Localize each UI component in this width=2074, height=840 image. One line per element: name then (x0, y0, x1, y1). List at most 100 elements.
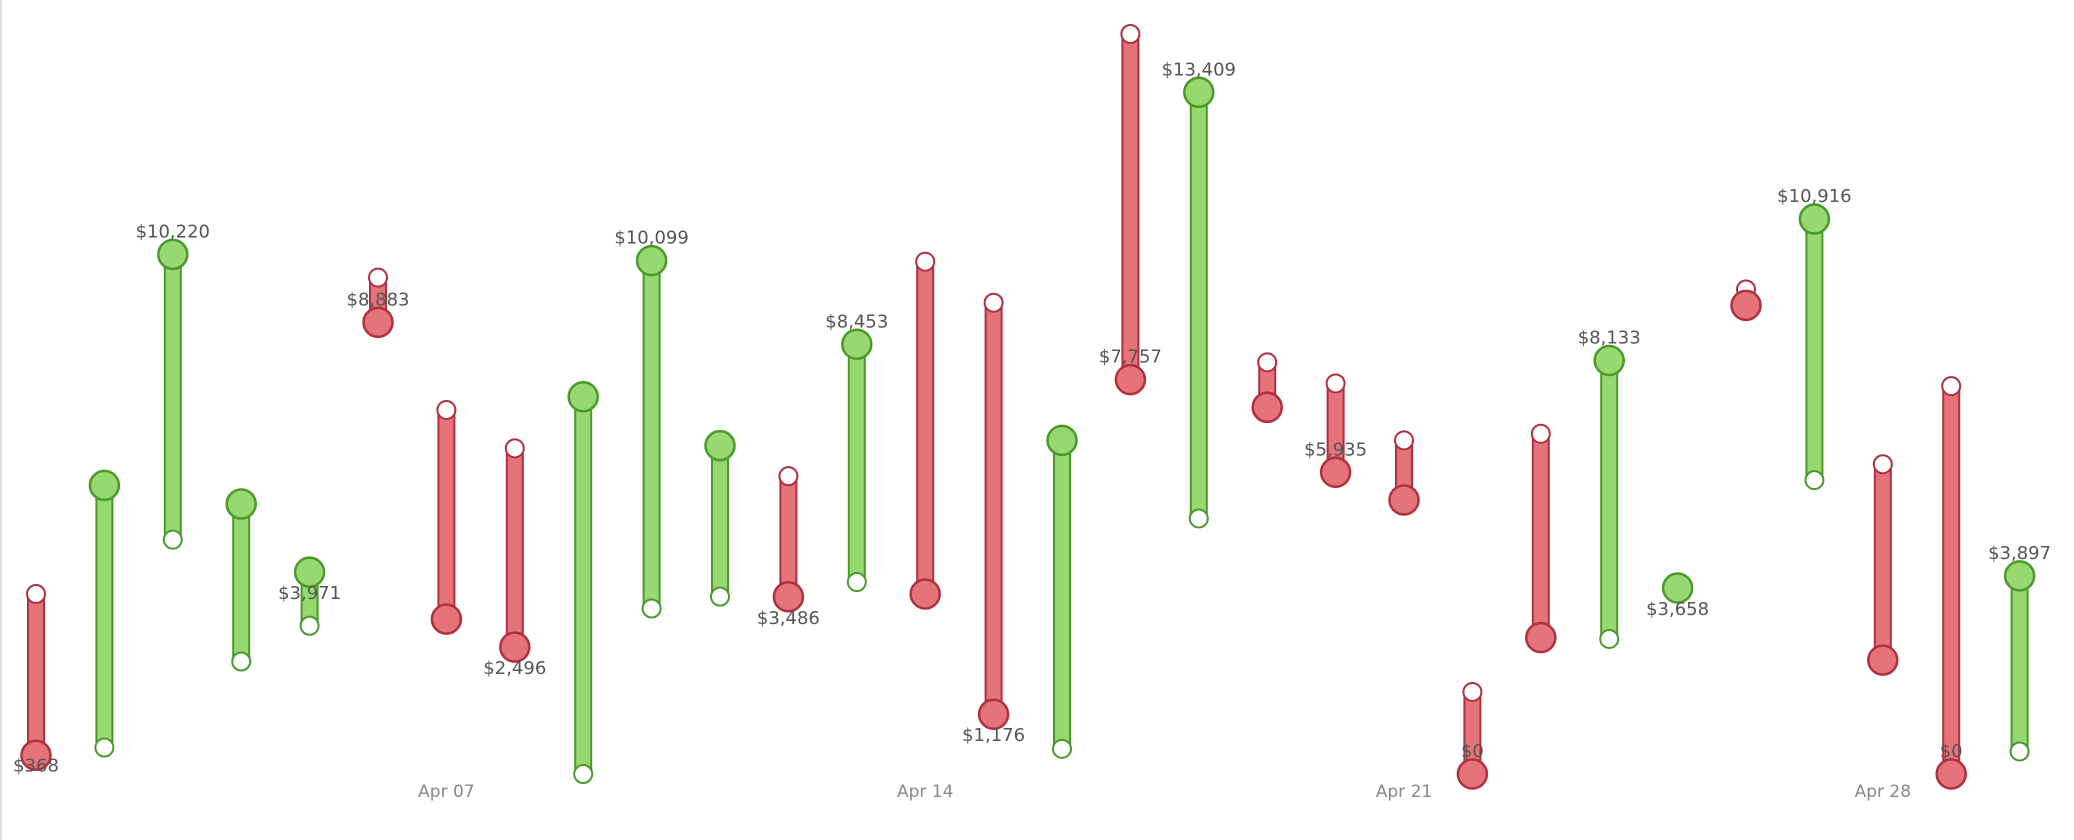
close-marker (772, 581, 805, 613)
close-marker (430, 603, 463, 635)
open-marker (573, 764, 594, 784)
x-tick-label: Apr 14 (897, 782, 953, 802)
close-marker (1183, 76, 1215, 109)
open-marker (983, 292, 1004, 313)
range-bar (711, 444, 729, 598)
range-bar (95, 484, 114, 749)
close-marker (499, 631, 531, 663)
value-label: $10,916 (1777, 186, 1851, 207)
close-marker (909, 578, 941, 610)
open-marker (1872, 454, 1893, 475)
close-marker (225, 488, 257, 520)
range-bar (1600, 359, 1619, 640)
close-marker (1935, 758, 1967, 790)
open-marker (1188, 508, 1209, 529)
close-marker (20, 739, 52, 772)
open-marker (368, 267, 388, 288)
value-label: $10,099 (614, 228, 688, 249)
value-label: $8,133 (1578, 328, 1641, 349)
close-marker (1114, 363, 1147, 396)
open-marker (94, 737, 115, 758)
close-marker (977, 698, 1010, 730)
value-label: $0 (1461, 741, 1484, 762)
open-marker (1394, 430, 1414, 451)
range-bar (232, 502, 251, 663)
open-marker (2009, 741, 2030, 762)
value-label: $368 (13, 755, 59, 776)
value-label: $3,971 (278, 583, 341, 604)
value-label: $5,935 (1304, 439, 1367, 460)
close-marker (1867, 644, 1899, 676)
close-marker (88, 469, 121, 502)
range-bar (984, 301, 1003, 716)
open-marker (641, 598, 662, 619)
range-bar (1805, 218, 1824, 482)
close-marker (1798, 203, 1831, 235)
range-bar (1942, 385, 1961, 775)
range-bar (437, 408, 456, 621)
open-marker (710, 586, 730, 607)
open-marker (1257, 352, 1278, 373)
open-marker (1804, 470, 1825, 491)
open-marker (1941, 376, 1962, 397)
value-label: $10,220 (136, 221, 210, 242)
range-bar (1121, 33, 1140, 381)
close-marker (1525, 621, 1557, 654)
open-marker (1052, 738, 1072, 759)
value-label: $2,496 (483, 658, 546, 679)
range-bar (779, 475, 798, 598)
range-bar (916, 260, 935, 595)
value-label: $13,409 (1162, 59, 1236, 80)
value-label: $8,453 (825, 311, 888, 332)
close-marker (1251, 391, 1283, 424)
open-marker (1120, 24, 1141, 44)
open-marker (504, 438, 525, 459)
close-marker (1046, 424, 1078, 457)
close-marker (1388, 484, 1420, 516)
open-marker (26, 583, 46, 604)
close-marker (1661, 572, 1694, 604)
open-marker (1530, 423, 1551, 444)
close-marker (362, 306, 394, 339)
open-marker (1599, 628, 1620, 649)
range-bar (1873, 463, 1892, 662)
range-bar (27, 592, 45, 757)
x-tick-label: Apr 28 (1855, 782, 1911, 802)
close-marker (704, 429, 736, 462)
open-marker (1325, 373, 1346, 394)
open-marker (299, 615, 320, 636)
open-marker (846, 572, 867, 593)
open-marker (778, 466, 799, 487)
close-marker (157, 238, 189, 271)
value-label: $0 (1940, 741, 1963, 762)
range-bar (574, 395, 593, 775)
range-bar (163, 253, 182, 541)
close-marker (293, 556, 326, 588)
close-marker (1456, 758, 1489, 790)
x-tick-label: Apr 21 (1376, 782, 1432, 802)
open-marker (231, 651, 252, 672)
x-tick-label: Apr 07 (418, 782, 474, 802)
open-marker (915, 251, 936, 272)
value-label: $3,897 (1988, 543, 2051, 564)
value-label: $1,176 (962, 725, 1025, 746)
close-marker (841, 328, 873, 361)
range-bar (2010, 574, 2029, 753)
range-bar (847, 343, 866, 584)
close-marker (1319, 456, 1352, 489)
open-marker (436, 399, 457, 420)
range-bar (505, 447, 524, 649)
value-label: $3,486 (757, 608, 820, 629)
close-marker (2003, 560, 2036, 592)
open-marker (162, 529, 183, 550)
range-bar (1531, 432, 1550, 639)
value-label: $3,658 (1646, 599, 1709, 620)
close-marker (1730, 289, 1762, 322)
value-label: $7,757 (1099, 347, 1162, 368)
close-marker (1593, 344, 1625, 377)
value-label: $8,883 (347, 289, 410, 310)
close-marker (567, 380, 599, 413)
close-marker (635, 244, 668, 277)
